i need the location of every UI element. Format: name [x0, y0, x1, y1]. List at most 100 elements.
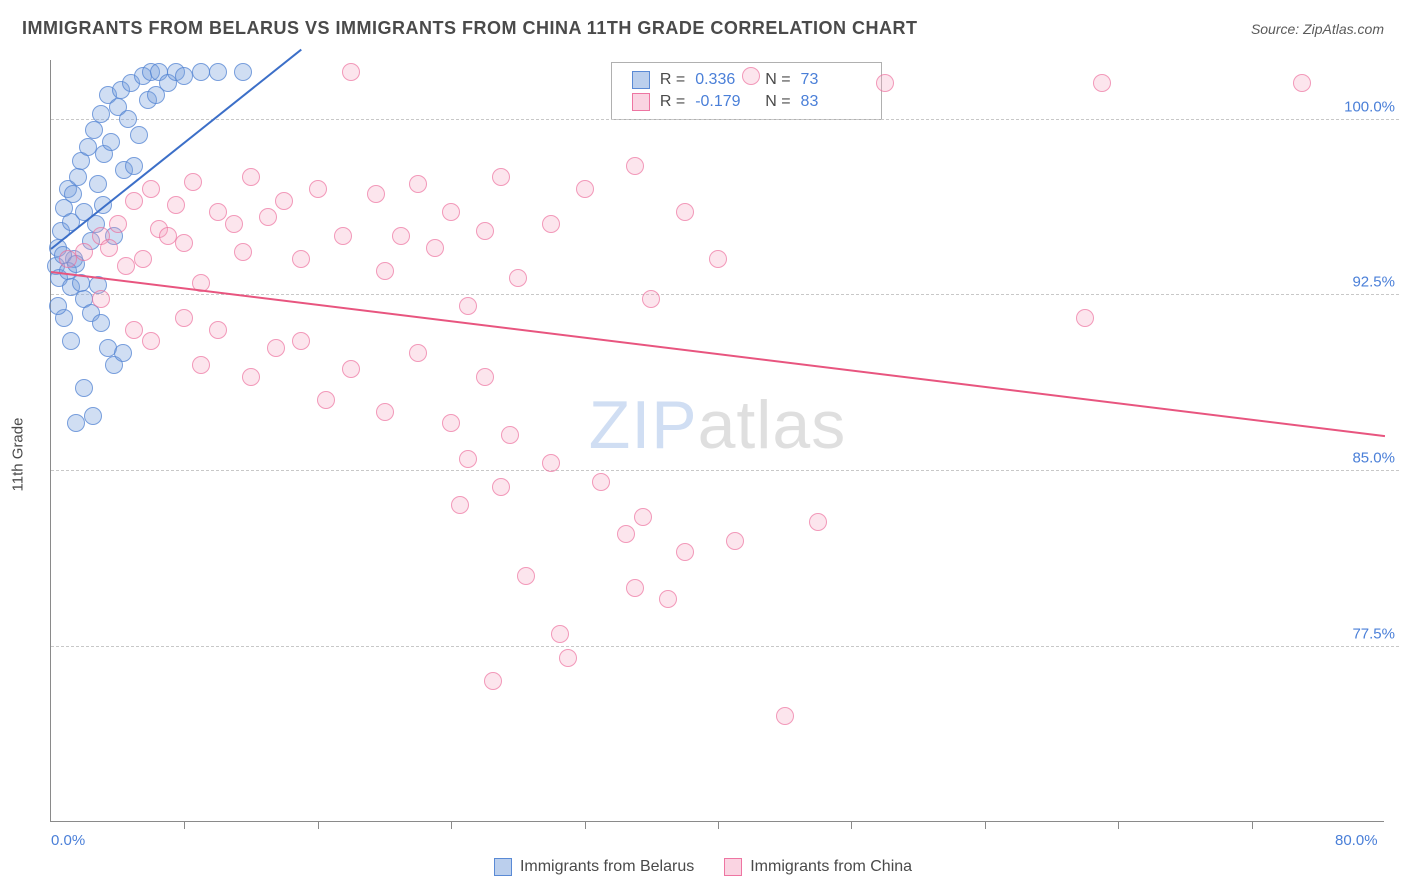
scatter-point-china — [292, 250, 310, 268]
legend-series-label: Immigrants from China — [750, 858, 912, 876]
scatter-point-china — [159, 227, 177, 245]
scatter-point-belarus — [69, 168, 87, 186]
source-label: Source: ZipAtlas.com — [1251, 21, 1384, 37]
scatter-point-belarus — [92, 314, 110, 332]
scatter-point-belarus — [67, 414, 85, 432]
scatter-point-china — [617, 525, 635, 543]
scatter-point-china — [542, 215, 560, 233]
scatter-point-china — [492, 168, 510, 186]
scatter-point-china — [309, 180, 327, 198]
scatter-point-china — [459, 450, 477, 468]
scatter-point-china — [59, 250, 77, 268]
scatter-point-china — [225, 215, 243, 233]
scatter-point-china — [634, 508, 652, 526]
scatter-point-china — [1293, 74, 1311, 92]
x-tick-mark — [985, 821, 986, 829]
scatter-point-belarus — [89, 175, 107, 193]
scatter-point-china — [476, 368, 494, 386]
scatter-point-china — [242, 168, 260, 186]
scatter-point-china — [592, 473, 610, 491]
n-value: 83 — [801, 93, 861, 111]
scatter-point-china — [342, 360, 360, 378]
scatter-point-belarus — [130, 126, 148, 144]
x-tick-mark — [318, 821, 319, 829]
scatter-point-china — [275, 192, 293, 210]
scatter-point-belarus — [175, 67, 193, 85]
scatter-point-china — [726, 532, 744, 550]
scatter-point-china — [376, 262, 394, 280]
scatter-point-china — [117, 257, 135, 275]
scatter-point-china — [509, 269, 527, 287]
x-tick-mark — [451, 821, 452, 829]
gridline-horizontal — [51, 470, 1399, 471]
r-label: R = — [660, 71, 685, 89]
scatter-point-china — [367, 185, 385, 203]
watermark: ZIPatlas — [589, 386, 846, 464]
scatter-point-china — [125, 321, 143, 339]
scatter-point-belarus — [192, 63, 210, 81]
n-value: 73 — [801, 71, 861, 89]
scatter-point-china — [92, 290, 110, 308]
y-tick-label: 77.5% — [1352, 626, 1399, 643]
scatter-point-china — [676, 203, 694, 221]
scatter-point-belarus — [62, 332, 80, 350]
gridline-horizontal — [51, 119, 1399, 120]
r-value: -0.179 — [695, 93, 755, 111]
x-tick-mark — [585, 821, 586, 829]
legend-swatch-icon — [632, 71, 650, 89]
scatter-point-china — [109, 215, 127, 233]
chart-header: IMMIGRANTS FROM BELARUS VS IMMIGRANTS FR… — [22, 18, 1384, 39]
scatter-point-china — [426, 239, 444, 257]
legend-series-label: Immigrants from Belarus — [520, 858, 694, 876]
scatter-point-china — [709, 250, 727, 268]
scatter-point-china — [776, 707, 794, 725]
y-tick-label: 92.5% — [1352, 274, 1399, 291]
gridline-horizontal — [51, 646, 1399, 647]
scatter-point-china — [392, 227, 410, 245]
scatter-point-china — [742, 67, 760, 85]
y-axis-label: 11th Grade — [10, 418, 27, 492]
scatter-point-china — [559, 649, 577, 667]
n-label: N = — [765, 71, 790, 89]
scatter-point-china — [576, 180, 594, 198]
scatter-point-china — [409, 344, 427, 362]
scatter-point-china — [501, 426, 519, 444]
chart-title: IMMIGRANTS FROM BELARUS VS IMMIGRANTS FR… — [22, 18, 918, 39]
scatter-point-belarus — [114, 344, 132, 362]
scatter-point-china — [517, 567, 535, 585]
legend-item-china: Immigrants from China — [724, 858, 912, 876]
x-tick-mark — [718, 821, 719, 829]
scatter-point-belarus — [119, 110, 137, 128]
scatter-point-belarus — [125, 157, 143, 175]
scatter-point-china — [184, 173, 202, 191]
x-tick-mark — [184, 821, 185, 829]
scatter-point-china — [334, 227, 352, 245]
scatter-point-china — [1076, 309, 1094, 327]
scatter-point-china — [342, 63, 360, 81]
scatter-point-belarus — [85, 121, 103, 139]
scatter-point-belarus — [92, 105, 110, 123]
scatter-point-china — [175, 309, 193, 327]
x-tick-label: 0.0% — [51, 832, 85, 849]
x-tick-mark — [1118, 821, 1119, 829]
y-tick-label: 85.0% — [1352, 450, 1399, 467]
scatter-point-china — [809, 513, 827, 531]
n-label: N = — [765, 93, 790, 111]
scatter-point-china — [442, 203, 460, 221]
scatter-point-belarus — [49, 297, 67, 315]
scatter-point-china — [642, 290, 660, 308]
scatter-point-belarus — [234, 63, 252, 81]
scatter-point-china — [476, 222, 494, 240]
legend-swatch-icon — [632, 93, 650, 111]
scatter-point-china — [292, 332, 310, 350]
scatter-point-china — [142, 180, 160, 198]
scatter-point-china — [459, 297, 477, 315]
scatter-point-china — [676, 543, 694, 561]
watermark-zip: ZIP — [589, 387, 698, 463]
scatter-point-china — [451, 496, 469, 514]
scatter-point-china — [376, 403, 394, 421]
scatter-point-china — [484, 672, 502, 690]
scatter-point-china — [626, 157, 644, 175]
scatter-point-china — [75, 243, 93, 261]
legend-swatch-icon — [494, 858, 512, 876]
